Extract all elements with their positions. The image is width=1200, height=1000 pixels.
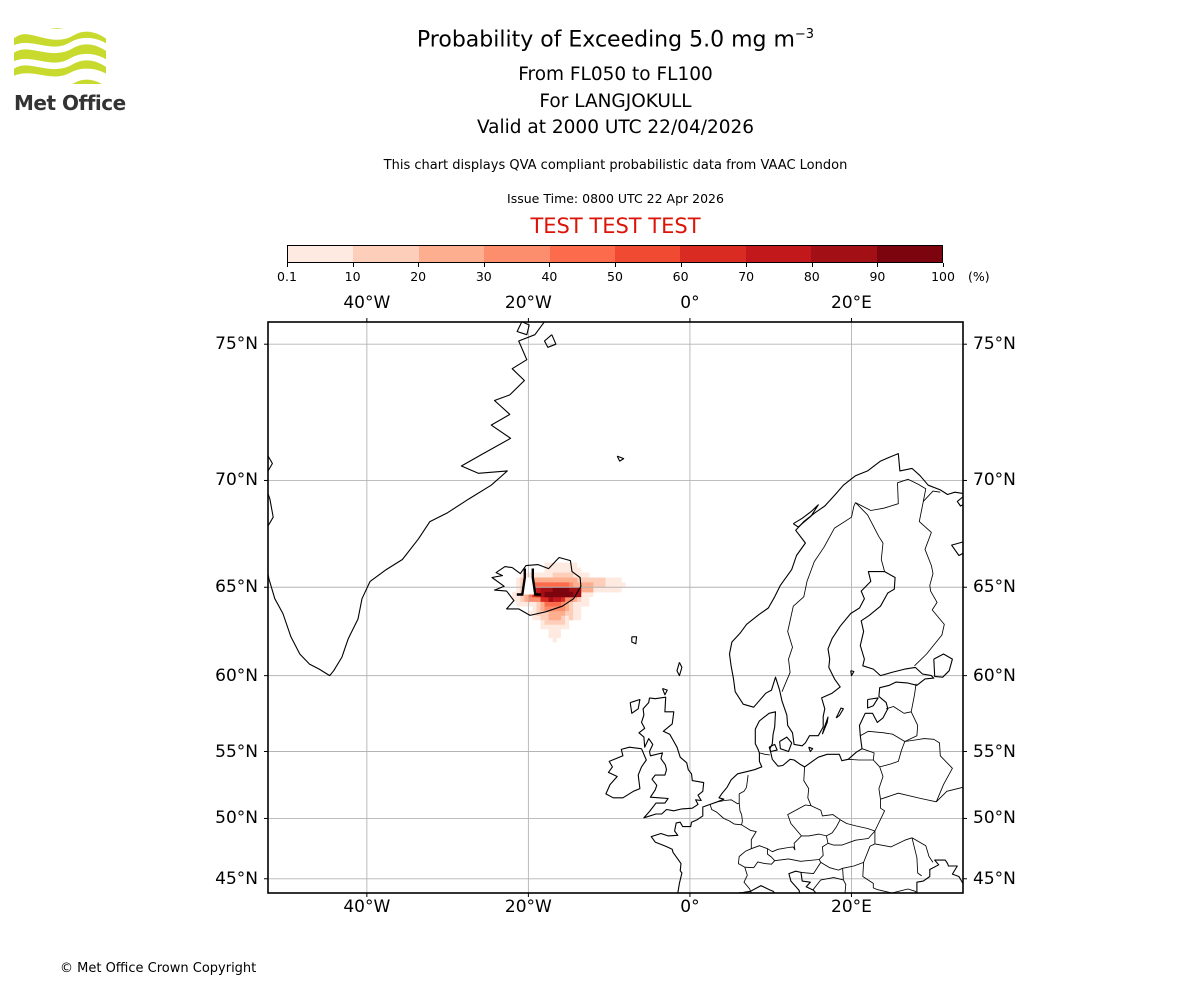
colorbar-tick-label: 80	[803, 269, 820, 284]
colorbar-segment	[549, 246, 616, 262]
colorbar-tick-mark	[483, 263, 485, 267]
colorbar-segment	[353, 246, 419, 262]
lat-label-left: 55°N	[215, 741, 258, 762]
colorbar-tick-label: 10	[344, 269, 361, 284]
title-superscript: −3	[794, 27, 815, 42]
test-banner: TEST TEST TEST	[530, 214, 701, 238]
colorbar-segment	[418, 246, 485, 262]
lon-label-bottom: 20°E	[831, 897, 872, 917]
lat-label-right: 70°N	[973, 470, 1016, 491]
colorbar-segment	[876, 246, 943, 262]
colorbar-tick-mark	[418, 263, 420, 267]
ash-plume	[512, 562, 626, 643]
lat-label-right: 75°N	[973, 334, 1016, 355]
lat-label-left: 50°N	[215, 808, 258, 829]
lon-label-top: 0°	[680, 293, 700, 313]
met-office-logo-waves	[7, 20, 113, 89]
colorbar-tick-mark	[811, 263, 813, 267]
colorbar-segment	[615, 246, 681, 262]
colorbar-segment	[288, 246, 354, 262]
lat-label-right: 60°N	[973, 665, 1016, 686]
met-office-logo: Met Office	[7, 20, 134, 115]
colorbar: 0.1 10 20 30 40 50 60 70 80 90 100	[277, 245, 955, 284]
lat-label-left: 75°N	[215, 334, 258, 355]
lon-label-bottom: 40°W	[343, 897, 391, 917]
axis-ticks	[264, 318, 967, 897]
lat-label-left: 70°N	[215, 470, 258, 491]
colorbar-tick-mark	[746, 263, 748, 267]
colorbar-tick-label: 0.1	[277, 269, 297, 284]
lat-label-left: 65°N	[215, 577, 258, 598]
subtitle-valid-time: Valid at 2000 UTC 22/04/2026	[476, 117, 755, 138]
issue-time: Issue Time: 0800 UTC 22 Apr 2026	[507, 191, 724, 206]
colorbar-segment	[680, 246, 746, 262]
graticule	[268, 322, 963, 893]
lat-label-right: 65°N	[973, 577, 1016, 598]
lon-label-bottom: 0°	[680, 897, 700, 917]
colorbar-tick-label: 90	[869, 269, 886, 284]
copyright-notice: © Met Office Crown Copyright	[60, 961, 257, 976]
colorbar-unit-label: (%)	[968, 269, 990, 284]
colorbar-tick-mark	[287, 263, 288, 267]
map-canvas	[264, 318, 967, 897]
colorbar-tick-mark	[877, 263, 879, 267]
lon-label-bottom: 20°W	[504, 897, 552, 917]
title-main: Probability of Exceeding 5.0 mg m	[416, 27, 795, 53]
colorbar-tick-mark	[943, 263, 944, 267]
lat-label-right: 55°N	[973, 741, 1016, 762]
colorbar-tick-label: 40	[541, 269, 558, 284]
subtitle-block: From FL050 to FL100 For LANGJOKULL Valid…	[268, 62, 963, 142]
map-content	[268, 322, 963, 893]
colorbar-tick-label: 50	[607, 269, 623, 284]
country-borders	[709, 478, 963, 893]
lon-label-top: 40°W	[343, 293, 391, 313]
colorbar-tick-mark	[615, 263, 616, 267]
colorbar-segment	[811, 246, 877, 262]
qva-description: This chart displays QVA compliant probab…	[383, 158, 848, 173]
coastlines	[268, 322, 963, 893]
colorbar-tick-mark	[352, 263, 354, 267]
colorbar-tick-label: 20	[410, 269, 427, 284]
colorbar-tick-label: 30	[475, 269, 492, 284]
colorbar-segment	[484, 246, 550, 262]
colorbar-tick-mark	[680, 263, 682, 267]
map-frame	[267, 321, 964, 894]
lat-label-left: 60°N	[215, 665, 258, 686]
lat-label-right: 50°N	[973, 808, 1016, 829]
lat-label-right: 45°N	[973, 868, 1016, 889]
colorbar-tick-mark	[549, 263, 551, 267]
subtitle-flight-levels: From FL050 to FL100	[518, 64, 713, 85]
colorbar-segment	[745, 246, 812, 262]
volcano-marker	[516, 568, 541, 596]
lat-label-left: 45°N	[215, 868, 258, 889]
lon-label-top: 20°E	[831, 293, 872, 313]
map	[264, 318, 967, 897]
colorbar-tick-label: 100	[931, 269, 955, 284]
subtitle-volcano: For LANGJOKULL	[539, 90, 692, 112]
lon-label-top: 20°W	[504, 293, 552, 313]
met-office-logo-text: Met Office	[14, 91, 126, 115]
colorbar-gradient	[287, 245, 943, 263]
colorbar-tick-label: 70	[738, 269, 755, 284]
colorbar-tick-label: 60	[672, 269, 689, 284]
page-title: Probability of Exceeding 5.0 mg m−3	[268, 27, 963, 52]
